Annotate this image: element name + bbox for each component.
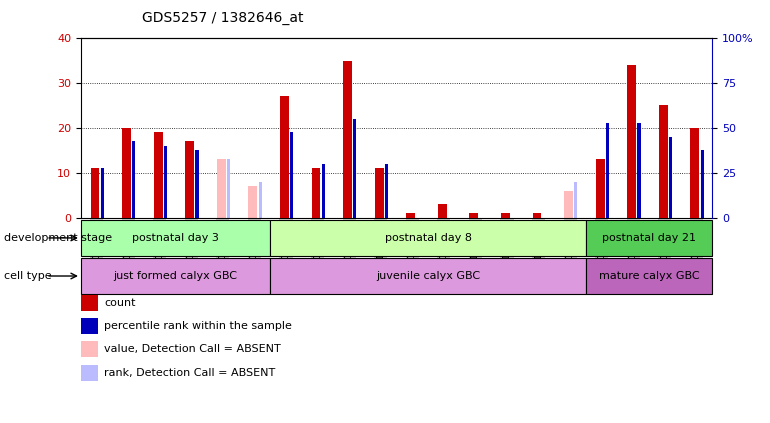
Text: juvenile calyx GBC: juvenile calyx GBC (376, 271, 480, 281)
Bar (638, 124, 641, 218)
Text: postnatal day 21: postnatal day 21 (602, 233, 696, 243)
Bar (122, 128, 131, 218)
Text: percentile rank within the sample: percentile rank within the sample (104, 321, 292, 331)
Text: count: count (104, 298, 136, 308)
Bar (81, 258, 270, 294)
Bar (101, 168, 104, 218)
Bar (659, 105, 668, 218)
Text: just formed calyx GBC: just formed calyx GBC (113, 271, 238, 281)
Bar (407, 213, 415, 218)
Text: value, Detection Call = ABSENT: value, Detection Call = ABSENT (104, 344, 281, 354)
Bar (596, 159, 604, 218)
Bar (259, 182, 262, 218)
Text: rank, Detection Call = ABSENT: rank, Detection Call = ABSENT (104, 368, 275, 378)
Bar (227, 159, 230, 218)
Bar (322, 164, 325, 218)
Text: GDS5257 / 1382646_at: GDS5257 / 1382646_at (142, 11, 304, 25)
Bar (669, 137, 672, 218)
Bar (343, 60, 352, 218)
Bar (533, 213, 541, 218)
Bar (470, 213, 478, 218)
Bar (249, 187, 257, 218)
Bar (691, 128, 699, 218)
Bar (353, 119, 357, 218)
Text: postnatal day 3: postnatal day 3 (132, 233, 219, 243)
Bar (606, 124, 609, 218)
Bar (501, 213, 510, 218)
Bar (628, 65, 636, 218)
Bar (586, 220, 712, 256)
Bar (586, 258, 712, 294)
Bar (280, 96, 289, 218)
Bar (290, 132, 293, 218)
Bar (375, 168, 383, 218)
Bar (154, 132, 162, 218)
Bar (312, 168, 320, 218)
Bar (217, 159, 226, 218)
Bar (564, 191, 573, 218)
Bar (196, 151, 199, 218)
Text: mature calyx GBC: mature calyx GBC (599, 271, 699, 281)
Bar (385, 164, 388, 218)
Bar (81, 220, 270, 256)
Text: postnatal day 8: postnatal day 8 (385, 233, 471, 243)
Bar (270, 220, 586, 256)
Bar (91, 168, 99, 218)
Bar (574, 182, 578, 218)
Bar (270, 258, 586, 294)
Text: cell type: cell type (4, 271, 52, 281)
Bar (164, 146, 167, 218)
Bar (186, 141, 194, 218)
Bar (438, 204, 447, 218)
Bar (701, 151, 704, 218)
Text: development stage: development stage (4, 233, 112, 243)
Bar (132, 141, 136, 218)
